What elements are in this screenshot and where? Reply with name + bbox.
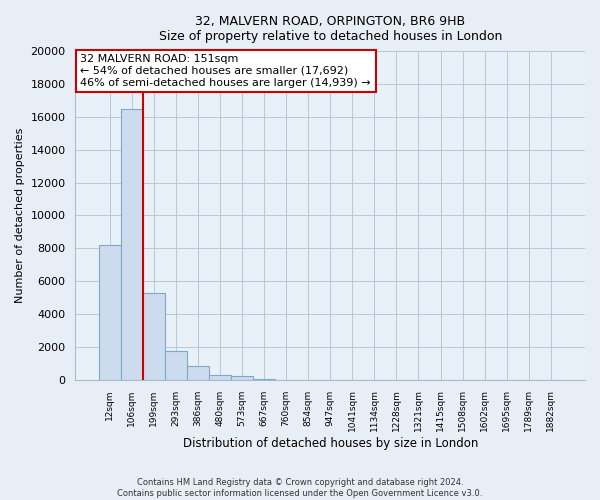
Bar — [143, 292, 165, 380]
Text: 32 MALVERN ROAD: 151sqm
← 54% of detached houses are smaller (17,692)
46% of sem: 32 MALVERN ROAD: 151sqm ← 54% of detache… — [80, 54, 371, 88]
X-axis label: Distribution of detached houses by size in London: Distribution of detached houses by size … — [182, 437, 478, 450]
Y-axis label: Number of detached properties: Number of detached properties — [15, 128, 25, 303]
Bar — [187, 366, 209, 380]
Bar — [98, 245, 121, 380]
Title: 32, MALVERN ROAD, ORPINGTON, BR6 9HB
Size of property relative to detached house: 32, MALVERN ROAD, ORPINGTON, BR6 9HB Siz… — [158, 15, 502, 43]
Bar — [209, 375, 231, 380]
Bar — [231, 376, 253, 380]
Text: Contains HM Land Registry data © Crown copyright and database right 2024.
Contai: Contains HM Land Registry data © Crown c… — [118, 478, 482, 498]
Bar — [121, 108, 143, 380]
Bar — [165, 351, 187, 380]
